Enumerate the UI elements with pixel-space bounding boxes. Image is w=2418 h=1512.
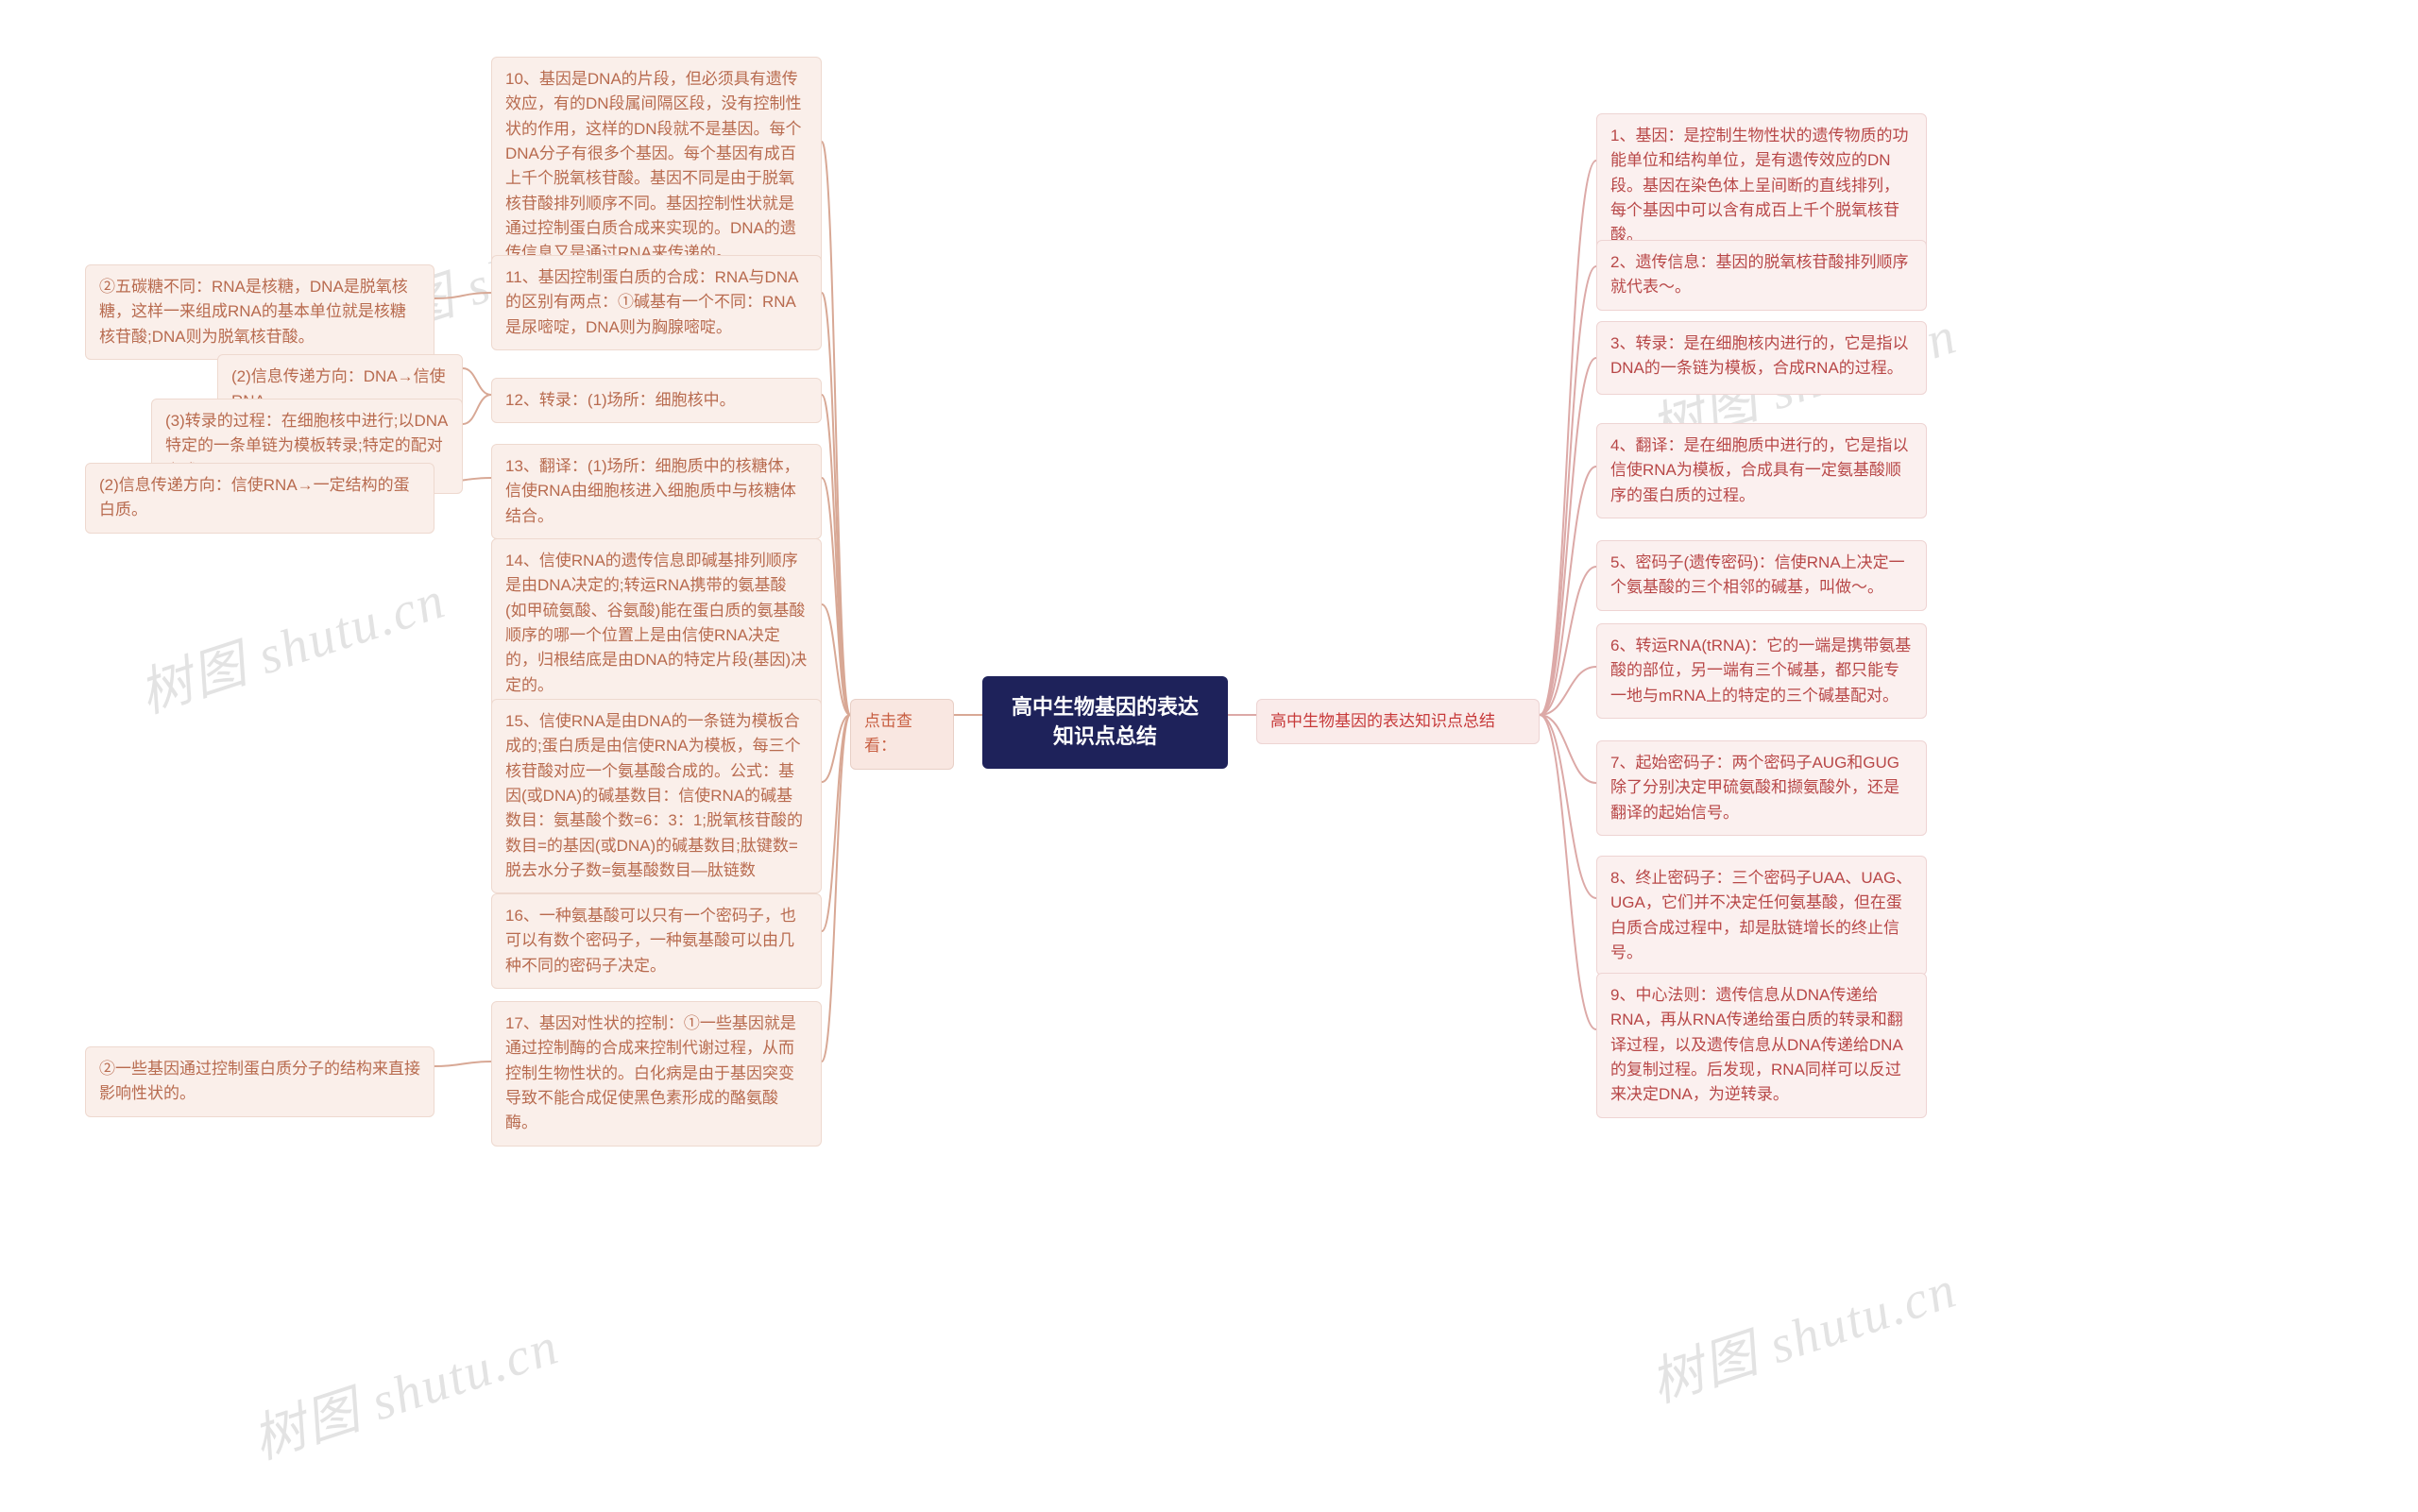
left-sub-3: (2)信息传递方向：信使RNA→一定结构的蛋白质。: [85, 463, 434, 534]
left-node-L13: 13、翻译：(1)场所：细胞质中的核糖体，信使RNA由细胞核进入细胞质中与核糖体…: [491, 444, 822, 539]
hub-right: 高中生物基因的表达知识点总结: [1256, 699, 1540, 744]
right-node-R2: 2、遗传信息：基因的脱氧核苷酸排列顺序就代表～。: [1596, 240, 1927, 311]
watermark: 树图 shutu.cn: [1640, 1247, 1966, 1418]
right-node-R9: 9、中心法则：遗传信息从DNA传递给RNA，再从RNA传递给蛋白质的转录和翻译过…: [1596, 973, 1927, 1118]
hub-left[interactable]: 点击查看：: [850, 699, 954, 770]
right-node-R7: 7、起始密码子：两个密码子AUG和GUG除了分别决定甲硫氨酸和撷氨酸外，还是翻译…: [1596, 740, 1927, 836]
left-node-L15: 15、信使RNA是由DNA的一条链为模板合成的;蛋白质是由信使RNA为模板，每三…: [491, 699, 822, 893]
left-node-L12: 12、转录：(1)场所：细胞核中。: [491, 378, 822, 423]
left-node-L17: 17、基因对性状的控制：①一些基因就是通过控制酶的合成来控制代谢过程，从而控制生…: [491, 1001, 822, 1147]
left-sub-0: ②五碳糖不同：RNA是核糖，DNA是脱氧核糖，这样一来组成RNA的基本单位就是核…: [85, 264, 434, 360]
left-node-L14: 14、信使RNA的遗传信息即碱基排列顺序是由DNA决定的;转运RNA携带的氨基酸…: [491, 538, 822, 708]
right-node-R4: 4、翻译：是在细胞质中进行的，它是指以信使RNA为模板，合成具有一定氨基酸顺序的…: [1596, 423, 1927, 518]
left-node-L11: 11、基因控制蛋白质的合成：RNA与DNA的区别有两点：①碱基有一个不同：RNA…: [491, 255, 822, 350]
right-node-R8: 8、终止密码子：三个密码子UAA、UAG、UGA，它们并不决定任何氨基酸，但在蛋…: [1596, 856, 1927, 976]
left-node-L10: 10、基因是DNA的片段，但必须具有遗传效应，有的DN段属间隔区段，没有控制性状…: [491, 57, 822, 277]
watermark: 树图 shutu.cn: [242, 1303, 568, 1474]
left-sub-4: ②一些基因通过控制蛋白质分子的结构来直接影响性状的。: [85, 1046, 434, 1117]
right-node-R5: 5、密码子(遗传密码)：信使RNA上决定一个氨基酸的三个相邻的碱基，叫做～。: [1596, 540, 1927, 611]
right-node-R1: 1、基因：是控制生物性状的遗传物质的功能单位和结构单位，是有遗传效应的DN段。基…: [1596, 113, 1927, 259]
left-node-L16: 16、一种氨基酸可以只有一个密码子，也可以有数个密码子，一种氨基酸可以由几种不同…: [491, 893, 822, 989]
watermark: 树图 shutu.cn: [128, 557, 454, 728]
right-node-R6: 6、转运RNA(tRNA)：它的一端是携带氨基酸的部位，另一端有三个碱基，都只能…: [1596, 623, 1927, 719]
center-node: 高中生物基因的表达知识点总结: [982, 676, 1228, 769]
right-node-R3: 3、转录：是在细胞核内进行的，它是指以DNA的一条链为模板，合成RNA的过程。: [1596, 321, 1927, 395]
